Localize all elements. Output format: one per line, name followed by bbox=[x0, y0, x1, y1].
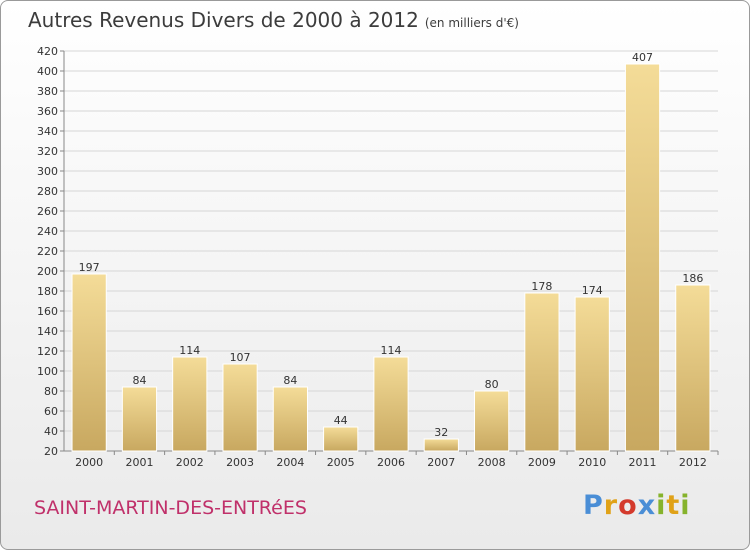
x-tick-label: 2005 bbox=[327, 456, 355, 469]
proxiti-logo: Proxiti bbox=[583, 490, 691, 521]
y-tick-label: 20 bbox=[44, 445, 58, 458]
y-tick-label: 240 bbox=[37, 225, 58, 238]
y-tick-label: 420 bbox=[37, 45, 58, 58]
y-tick-label: 60 bbox=[44, 405, 58, 418]
y-tick-label: 360 bbox=[37, 105, 58, 118]
bar bbox=[272, 386, 308, 452]
data-labels: 197 84 114 107 84 44 114 32 80 178 174 407 186 bbox=[79, 51, 704, 439]
logo-letter: i bbox=[656, 490, 667, 521]
bar bbox=[121, 386, 158, 452]
x-tick-label: 2001 bbox=[125, 456, 153, 469]
x-tick-label: 2010 bbox=[578, 456, 606, 469]
bar bbox=[373, 356, 409, 452]
y-tick-label: 260 bbox=[37, 205, 58, 218]
data-label: 114 bbox=[179, 344, 200, 357]
y-tick-label: 200 bbox=[37, 265, 58, 278]
bar bbox=[423, 438, 459, 452]
bar bbox=[675, 284, 711, 452]
y-tick-label: 120 bbox=[37, 345, 58, 358]
x-tick-label: 2006 bbox=[377, 456, 405, 469]
y-tick-label: 220 bbox=[37, 245, 58, 258]
y-tick-label: 160 bbox=[37, 305, 58, 318]
x-tick-label: 2002 bbox=[176, 456, 204, 469]
bar bbox=[222, 363, 258, 452]
bar bbox=[474, 390, 510, 452]
y-tick-label: 320 bbox=[37, 145, 58, 158]
data-label: 178 bbox=[531, 280, 552, 293]
data-label: 114 bbox=[381, 344, 402, 357]
bar bbox=[574, 296, 610, 452]
logo-letter: o bbox=[618, 490, 638, 521]
bars bbox=[71, 63, 711, 452]
y-tick-label: 340 bbox=[37, 125, 58, 138]
x-tick-label: 2003 bbox=[226, 456, 254, 469]
bar bbox=[323, 426, 359, 452]
y-tick-label: 380 bbox=[37, 85, 58, 98]
x-tick-label: 2004 bbox=[276, 456, 304, 469]
bar bbox=[71, 273, 107, 452]
x-tick-label: 2007 bbox=[427, 456, 455, 469]
bar bbox=[524, 292, 560, 452]
chart-title-main: Autres Revenus Divers de 2000 à 2012 bbox=[28, 8, 419, 32]
logo-letter: x bbox=[637, 490, 657, 521]
y-tick-label: 400 bbox=[37, 65, 58, 78]
data-label: 107 bbox=[230, 351, 251, 364]
y-tick-label: 300 bbox=[37, 165, 58, 178]
commune-name: SAINT-MARTIN-DES-ENTRéES bbox=[34, 497, 307, 519]
chart-title: Autres Revenus Divers de 2000 à 2012 (en … bbox=[28, 8, 519, 32]
chart-title-unit: (en milliers d'€) bbox=[424, 16, 519, 30]
bar bbox=[172, 356, 208, 452]
x-tick-label: 2012 bbox=[679, 456, 707, 469]
logo-letter: i bbox=[680, 490, 691, 521]
data-label: 197 bbox=[79, 261, 100, 274]
data-label: 84 bbox=[283, 374, 297, 387]
y-tick-label: 180 bbox=[37, 285, 58, 298]
logo-letter: P bbox=[583, 490, 604, 521]
x-tick-label: 2000 bbox=[75, 456, 103, 469]
y-tick-label: 80 bbox=[44, 385, 58, 398]
logo-letter: t bbox=[666, 490, 681, 521]
y-tick-label: 40 bbox=[44, 425, 58, 438]
logo-letter: r bbox=[603, 490, 619, 521]
y-tick-label: 100 bbox=[37, 365, 58, 378]
x-tick-label: 2008 bbox=[478, 456, 506, 469]
data-label: 407 bbox=[632, 51, 653, 64]
data-label: 44 bbox=[334, 414, 348, 427]
bar bbox=[624, 63, 661, 452]
data-label: 80 bbox=[485, 378, 499, 391]
y-tick-label: 140 bbox=[37, 325, 58, 338]
data-label: 174 bbox=[582, 284, 603, 297]
x-tick-label: 2009 bbox=[528, 456, 556, 469]
data-label: 186 bbox=[682, 272, 703, 285]
data-label: 32 bbox=[434, 426, 448, 439]
y-tick-label: 280 bbox=[37, 185, 58, 198]
x-tick-label: 2011 bbox=[629, 456, 657, 469]
data-label: 84 bbox=[132, 374, 146, 387]
